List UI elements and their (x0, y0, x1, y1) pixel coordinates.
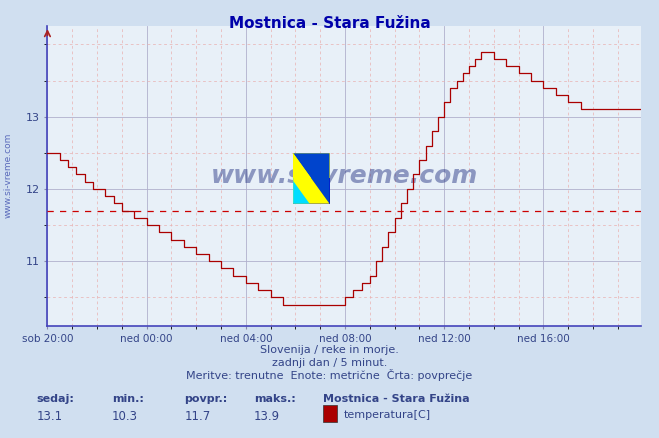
Text: 10.3: 10.3 (112, 410, 138, 423)
Polygon shape (293, 153, 330, 204)
Text: Mostnica - Stara Fužina: Mostnica - Stara Fužina (229, 16, 430, 31)
Text: sedaj:: sedaj: (36, 394, 74, 404)
Polygon shape (293, 153, 330, 204)
Text: Mostnica - Stara Fužina: Mostnica - Stara Fužina (323, 394, 469, 404)
Text: 13.1: 13.1 (36, 410, 63, 423)
Text: Slovenija / reke in morje.: Slovenija / reke in morje. (260, 345, 399, 355)
Polygon shape (293, 179, 330, 204)
Text: 11.7: 11.7 (185, 410, 211, 423)
Text: 13.9: 13.9 (254, 410, 280, 423)
Polygon shape (293, 181, 310, 204)
Text: temperatura[C]: temperatura[C] (344, 410, 431, 420)
Polygon shape (293, 179, 312, 204)
Text: Meritve: trenutne  Enote: metrične  Črta: povprečje: Meritve: trenutne Enote: metrične Črta: … (186, 369, 473, 381)
Text: www.si-vreme.com: www.si-vreme.com (210, 164, 478, 188)
Polygon shape (293, 153, 330, 179)
Text: www.si-vreme.com: www.si-vreme.com (3, 133, 13, 218)
Text: zadnji dan / 5 minut.: zadnji dan / 5 minut. (272, 358, 387, 368)
Text: min.:: min.: (112, 394, 144, 404)
Text: maks.:: maks.: (254, 394, 295, 404)
Text: povpr.:: povpr.: (185, 394, 228, 404)
